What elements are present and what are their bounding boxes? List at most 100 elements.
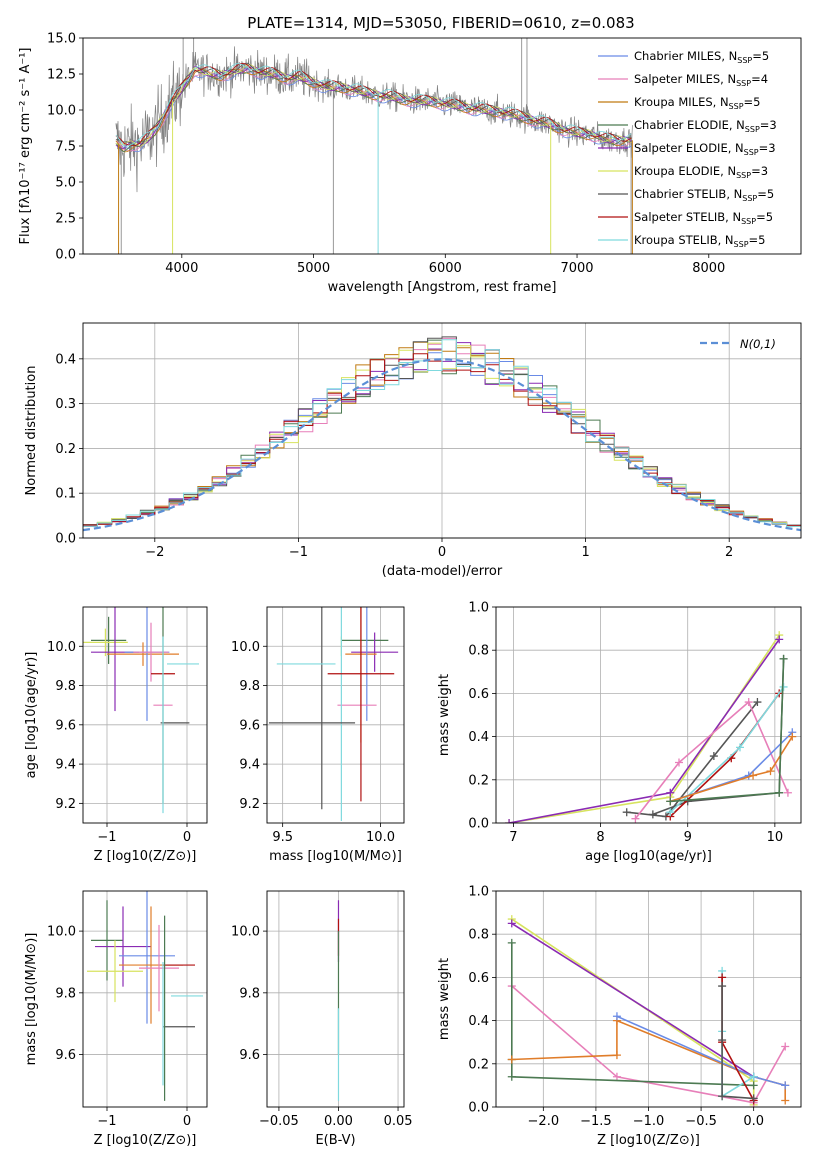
x-tick-label: 0.0 — [743, 1114, 764, 1129]
x-tick-label: 6000 — [429, 261, 462, 276]
plot-area — [507, 915, 790, 1107]
x-tick-label: 7 — [509, 830, 517, 845]
weight-marker-chabrier_elodie — [507, 938, 516, 947]
x-tick-label: 9.5 — [272, 830, 293, 845]
weight-line-chabrier_elodie — [511, 942, 754, 1087]
weight-marker-chabrier_elodie — [779, 654, 788, 663]
weight-marker-kroupa_stelib — [666, 808, 675, 817]
y-tick-label: 15.0 — [47, 32, 76, 47]
weight-marker-salpeter_miles — [612, 1072, 621, 1081]
x-axis-label: mass [log10(M/M⊙)] — [269, 849, 402, 864]
y-tick-label: 0.4 — [55, 352, 76, 367]
y-axis-label: mass weight — [437, 958, 452, 1040]
legend-subscript: SSP — [736, 171, 751, 180]
legend-suffix: =5 — [744, 95, 761, 109]
x-tick-label: 4000 — [165, 261, 198, 276]
x-tick-label: −0.05 — [259, 1114, 299, 1129]
x-tick-label: −1.0 — [633, 1114, 665, 1129]
weight-marker-salpeter_elodie — [775, 635, 784, 644]
y-tick-label: 9.8 — [239, 986, 260, 1001]
histogram-kroupa_stelib — [83, 339, 801, 527]
legend: Chabrier MILES, NSSP=5 Salpeter MILES, NS… — [598, 49, 777, 249]
x-tick-label: 8000 — [692, 261, 725, 276]
panel-spectrum: 4000 5000 6000 7000 8000 0.0 2.5 5.0 7.5 10.0 12.5… — [18, 32, 802, 295]
y-tick-label: 9.2 — [239, 797, 260, 812]
weight-marker-chabrier_stelib — [718, 982, 727, 991]
x-tick-label: 0 — [183, 830, 191, 845]
weight-marker-salpeter_miles — [783, 788, 792, 797]
weight-marker-kroupa_stelib — [749, 1072, 758, 1081]
y-tick-label: 9.6 — [55, 1048, 76, 1063]
legend-label-salpeter_miles: Salpeter MILES, NSSP=4 — [634, 72, 768, 88]
y-tick-label: 1.0 — [468, 885, 489, 900]
panel-mass_weight_vs_age: 7 8 9 10 0.0 0.2 0.4 0.6 0.8 1.0 age [log10(age/yr… — [437, 601, 802, 864]
y-axis-label: Normed distribution — [24, 366, 39, 496]
weight-line-chabrier_stelib — [721, 986, 754, 1100]
y-tick-label: 0.0 — [468, 817, 489, 832]
weight-line-salpeter_miles — [511, 985, 786, 1104]
weight-marker-chabrier_stelib — [749, 1094, 758, 1103]
panel-mass_vs_Z: −1 0 9.6 9.8 10.0 Z [log10(Z/Z⊙)] mass [log10(… — [24, 890, 208, 1148]
weight-marker-salpeter_miles — [744, 698, 753, 707]
y-axis-label: Flux [fλ10⁻¹⁷ erg cm⁻² s⁻¹ A⁻¹] — [18, 48, 33, 245]
model-spectrum-salpeter_miles — [115, 68, 632, 152]
legend-suffix: =5 — [756, 210, 773, 224]
model-spectrum-kroupa_stelib — [115, 63, 632, 147]
weight-marker-salpeter_miles — [781, 1042, 790, 1051]
x-tick-label: 0.00 — [324, 1114, 353, 1129]
weight-marker-orange — [612, 1051, 621, 1060]
plot-area — [83, 336, 801, 532]
x-axis-label: E(B-V) — [315, 1133, 355, 1148]
x-tick-label: −2.0 — [528, 1114, 560, 1129]
y-axis-label: age [log10(age/yr)] — [24, 652, 39, 779]
axes-frame — [82, 322, 802, 539]
plot-area — [268, 607, 399, 822]
y-tick-label: 0.4 — [468, 730, 489, 745]
panel-mass_vs_ebv: −0.05 0.00 0.05 9.6 9.8 10.0 E(B-V) — [231, 890, 413, 1148]
x-tick-label: 5000 — [297, 261, 330, 276]
plot-area — [83, 607, 199, 814]
weight-marker-chabrier_elodie — [775, 788, 784, 797]
legend-label-salpeter_elodie: Salpeter ELODIE, NSSP=3 — [634, 141, 776, 157]
x-tick-label: −2 — [145, 545, 164, 560]
weight-marker-chabrier_elodie — [507, 1072, 516, 1081]
legend-label-kroupa_stelib: Kroupa STELIB, NSSP=5 — [634, 233, 765, 249]
plot-area — [115, 38, 633, 254]
legend-label-kroupa_elodie: Kroupa ELODIE, NSSP=3 — [634, 164, 768, 180]
legend-suffix: =4 — [751, 72, 768, 86]
legend-label-chabrier_stelib: Chabrier STELIB, NSSP=5 — [634, 187, 774, 203]
model-spectrum-kroupa_miles — [115, 68, 632, 153]
axes-frame — [82, 890, 208, 1108]
figure-title: PLATE=1314, MJD=53050, FIBERID=0610, z=0… — [247, 14, 634, 32]
legend-label-salpeter_stelib: Salpeter STELIB, NSSP=5 — [634, 210, 773, 226]
legend-subscript: SSP — [745, 125, 760, 134]
legend-subscript: SSP — [736, 79, 751, 88]
axes-frame — [82, 37, 802, 255]
y-tick-label: 10.0 — [47, 104, 76, 119]
weight-marker-salpeter_elodie — [507, 919, 516, 928]
x-tick-label: −1 — [289, 545, 308, 560]
x-axis-label: (data-model)/error — [382, 564, 503, 579]
plot-area — [87, 891, 203, 1101]
legend-label-chabrier_elodie: Chabrier ELODIE, NSSP=3 — [634, 118, 777, 134]
axes-frame — [495, 606, 802, 824]
weight-marker-chabrier_stelib — [709, 752, 718, 761]
x-axis-label: Z [log10(Z/Z⊙)] — [94, 1133, 197, 1148]
y-tick-label: 9.4 — [239, 758, 260, 773]
weight-marker-orange — [749, 771, 758, 780]
legend-subscript: SSP — [729, 102, 744, 111]
weight-marker-chabrier_stelib — [718, 1092, 727, 1101]
y-tick-label: 0.8 — [468, 644, 489, 659]
weight-marker-orange — [781, 1096, 790, 1105]
y-tick-label: 9.8 — [55, 679, 76, 694]
x-tick-label: −1.5 — [580, 1114, 612, 1129]
weight-marker-chabrier_stelib — [622, 808, 631, 817]
y-tick-label: 0.0 — [55, 248, 76, 263]
plot-area — [505, 631, 797, 823]
y-tick-label: 0.0 — [468, 1101, 489, 1116]
x-tick-label: −1 — [97, 830, 116, 845]
y-tick-label: 7.5 — [55, 140, 76, 155]
y-tick-label: 9.4 — [55, 758, 76, 773]
x-tick-label: −1 — [97, 1114, 116, 1129]
